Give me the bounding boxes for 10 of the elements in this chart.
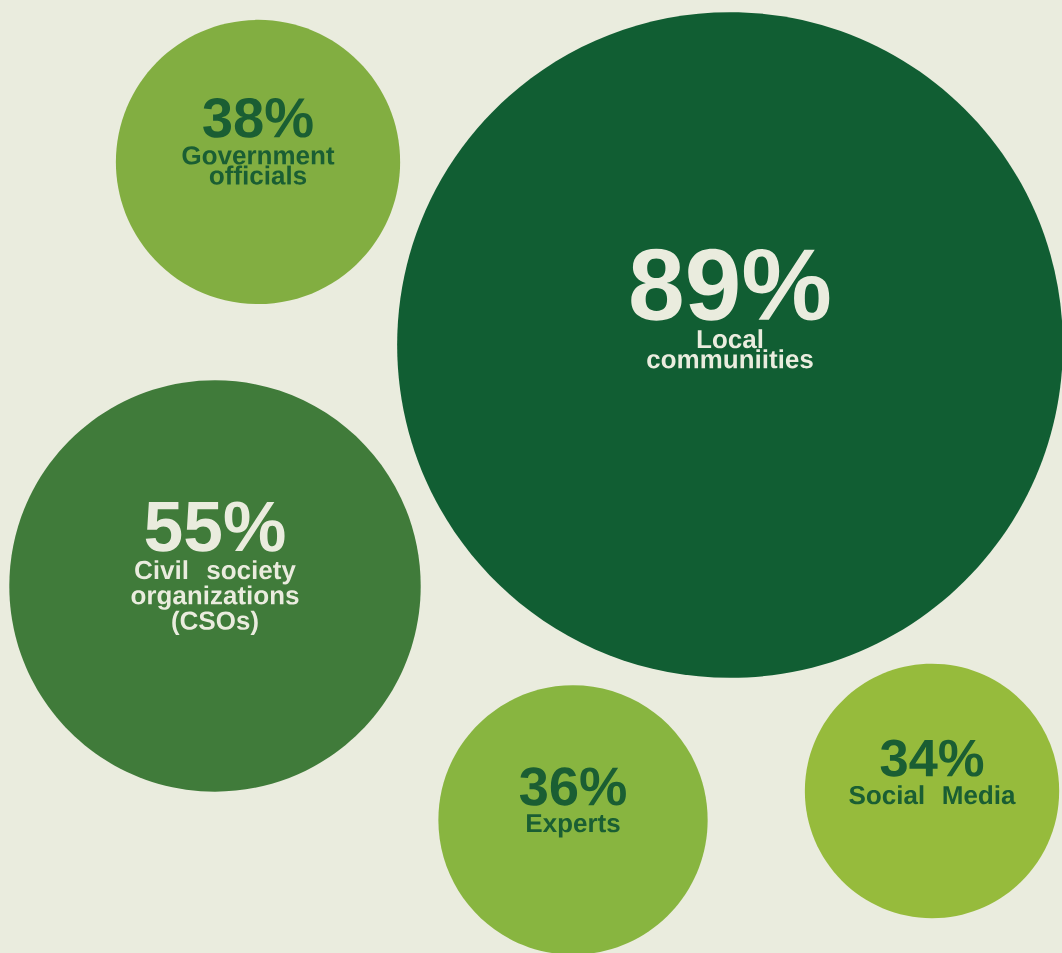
data-label: 89% bbox=[631, 248, 830, 321]
data-label: 34% bbox=[880, 739, 984, 777]
category-label: Civil society organizations (CSOs) bbox=[131, 560, 299, 636]
category-label: Local communiities bbox=[647, 329, 813, 369]
category-label: Government officials bbox=[182, 146, 335, 185]
data-label: 36% bbox=[519, 767, 626, 806]
category-label: Experts bbox=[527, 814, 620, 838]
data-label: 55% bbox=[145, 501, 285, 552]
data-label: 38% bbox=[203, 97, 313, 138]
category-label: Social Media bbox=[849, 785, 1016, 805]
